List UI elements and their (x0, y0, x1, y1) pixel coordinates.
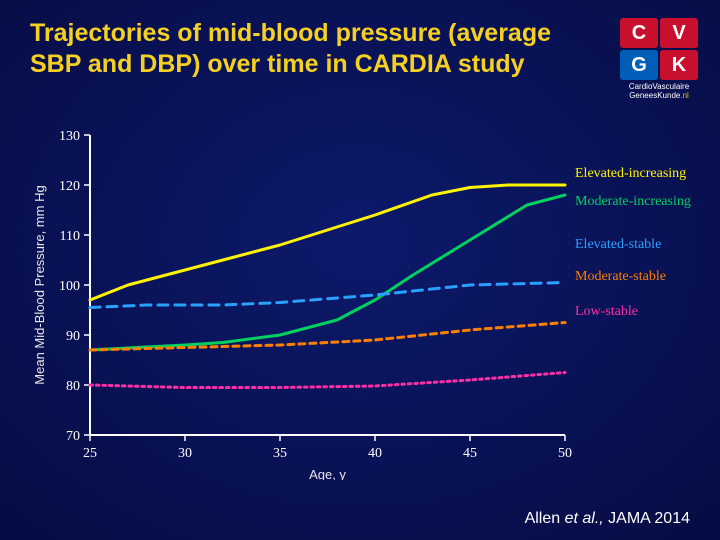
legend-label: Elevated-increasing (575, 166, 686, 181)
svg-text:35: 35 (273, 446, 287, 461)
svg-text:50: 50 (558, 446, 572, 461)
line-chart: 70 80 90 100 110 120 130 25 30 35 40 45 50 Age, y Mean… (28, 125, 693, 480)
svg-text:25: 25 (83, 446, 97, 461)
series-line (90, 283, 565, 308)
legend-label: Elevated-stable (575, 237, 661, 252)
legend-label: Moderate-increasing (575, 194, 691, 209)
logo-cell: V (660, 18, 698, 48)
svg-text:110: 110 (60, 229, 80, 244)
logo-grid: CVGK (620, 18, 698, 80)
svg-text:90: 90 (66, 329, 80, 344)
chart-container: 70 80 90 100 110 120 130 25 30 35 40 45 50 Age, y Mean… (28, 125, 693, 480)
legend-label: Moderate-stable (575, 269, 666, 284)
logo-cell: C (620, 18, 658, 48)
svg-text:45: 45 (463, 446, 477, 461)
svg-text:130: 130 (59, 129, 80, 144)
series-line (90, 373, 565, 388)
series-line (90, 195, 565, 350)
logo: CVGK CardioVasculaire GeneesKunde.nl (620, 18, 698, 101)
slide: Trajectories of mid-blood pressure (aver… (0, 0, 720, 540)
svg-text:100: 100 (59, 279, 80, 294)
svg-text:70: 70 (66, 429, 80, 444)
svg-text:Age, y: Age, y (309, 467, 346, 480)
svg-text:120: 120 (59, 179, 80, 194)
svg-text:30: 30 (178, 446, 192, 461)
logo-cell: G (620, 50, 658, 80)
svg-text:Mean Mid-Blood Pressure, mm Hg: Mean Mid-Blood Pressure, mm Hg (32, 185, 47, 384)
citation: Allen et al., JAMA 2014 (525, 510, 690, 528)
logo-subtitle: CardioVasculaire GeneesKunde.nl (620, 83, 698, 101)
svg-text:40: 40 (368, 446, 382, 461)
series-line (90, 185, 565, 300)
legend-label: Low-stable (575, 304, 638, 319)
logo-cell: K (660, 50, 698, 80)
svg-text:80: 80 (66, 379, 80, 394)
slide-title: Trajectories of mid-blood pressure (aver… (30, 18, 570, 81)
